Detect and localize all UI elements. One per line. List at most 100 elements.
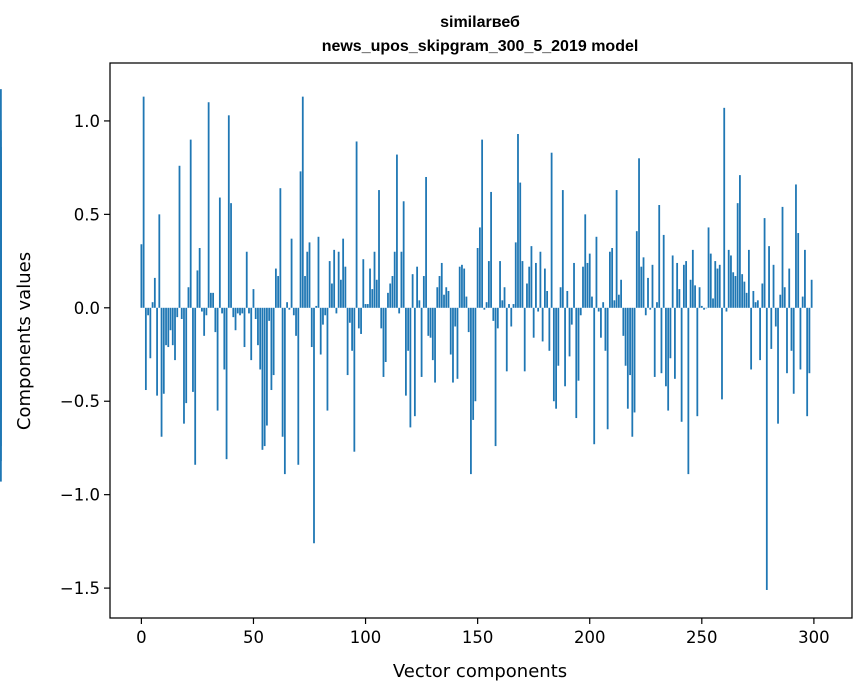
bar [510, 307, 513, 327]
chart-title: similarвеб [440, 14, 520, 31]
bar [165, 307, 167, 346]
bar [779, 294, 782, 308]
bar [512, 304, 515, 308]
bar [680, 307, 683, 422]
bar [342, 238, 345, 308]
bar [169, 307, 172, 331]
bar [366, 304, 369, 308]
y-tick-label: 0.5 [74, 205, 100, 224]
bar [687, 307, 690, 475]
bar [543, 268, 546, 308]
bar [514, 242, 517, 308]
bar [526, 283, 528, 308]
bar [467, 307, 470, 333]
bar [609, 251, 611, 308]
bar [201, 307, 203, 312]
bar [434, 307, 436, 383]
bar [380, 307, 383, 329]
bar [705, 307, 708, 309]
bar [714, 261, 717, 308]
bar [391, 276, 394, 308]
bar [167, 307, 170, 348]
bar [496, 307, 499, 329]
bar [801, 296, 804, 308]
bar [176, 307, 179, 318]
bar-series [0, 89, 813, 590]
bar [232, 307, 235, 318]
bar [470, 307, 472, 475]
bar [795, 184, 797, 308]
x-tick-label: 150 [462, 628, 494, 647]
bar [606, 307, 609, 430]
y-tick-label: −1.5 [60, 579, 100, 598]
y-tick-label: −0.5 [60, 392, 100, 411]
x-tick-label: 200 [574, 628, 606, 647]
bar [357, 307, 360, 329]
bar [461, 264, 463, 308]
bar [147, 307, 149, 316]
bar [678, 289, 681, 308]
bar [187, 287, 190, 308]
bar [642, 257, 645, 308]
bar [537, 307, 540, 312]
bar [696, 307, 699, 417]
bar [508, 304, 510, 308]
bar [301, 96, 304, 308]
bar [808, 307, 811, 374]
bar [568, 307, 571, 357]
bar [411, 274, 414, 308]
bar [660, 307, 663, 374]
bar [290, 238, 293, 308]
bar [725, 307, 728, 312]
x-tick-label: 0 [136, 628, 147, 647]
bar [613, 300, 616, 308]
bar [577, 307, 580, 381]
bar [517, 134, 519, 308]
bar [799, 307, 802, 370]
bar [783, 287, 786, 308]
bar [797, 233, 800, 308]
bar [478, 227, 481, 308]
bar [806, 307, 809, 417]
bar [676, 262, 679, 308]
bar [239, 307, 241, 316]
bar [494, 307, 497, 447]
bar [162, 307, 165, 394]
bar [313, 307, 315, 544]
bar [629, 307, 631, 376]
bar [559, 287, 562, 308]
bar [669, 307, 672, 359]
bar [326, 307, 329, 411]
x-tick-label: 50 [243, 628, 264, 647]
bar [786, 307, 788, 374]
bar [324, 307, 327, 316]
bar [761, 283, 764, 308]
x-tick-label: 100 [350, 628, 382, 647]
bar [792, 307, 795, 394]
bar [703, 307, 705, 310]
bar [505, 307, 508, 372]
bar [149, 307, 152, 359]
bar [732, 272, 735, 308]
bar [413, 307, 416, 417]
bar [207, 102, 210, 308]
bar [241, 307, 244, 314]
bar [490, 191, 492, 308]
bar [564, 307, 566, 387]
bar [689, 279, 692, 308]
bar [723, 107, 726, 308]
bar [741, 274, 744, 308]
bar [768, 246, 770, 308]
bar [431, 307, 434, 361]
bar [194, 307, 197, 465]
bar [718, 264, 721, 308]
bar [745, 292, 748, 308]
bar [158, 214, 161, 308]
plot-frame [109, 62, 853, 619]
bar [279, 188, 282, 308]
bar [463, 268, 466, 308]
bar [530, 246, 533, 308]
bar [573, 262, 575, 308]
bar [223, 307, 226, 370]
bar [765, 307, 768, 590]
